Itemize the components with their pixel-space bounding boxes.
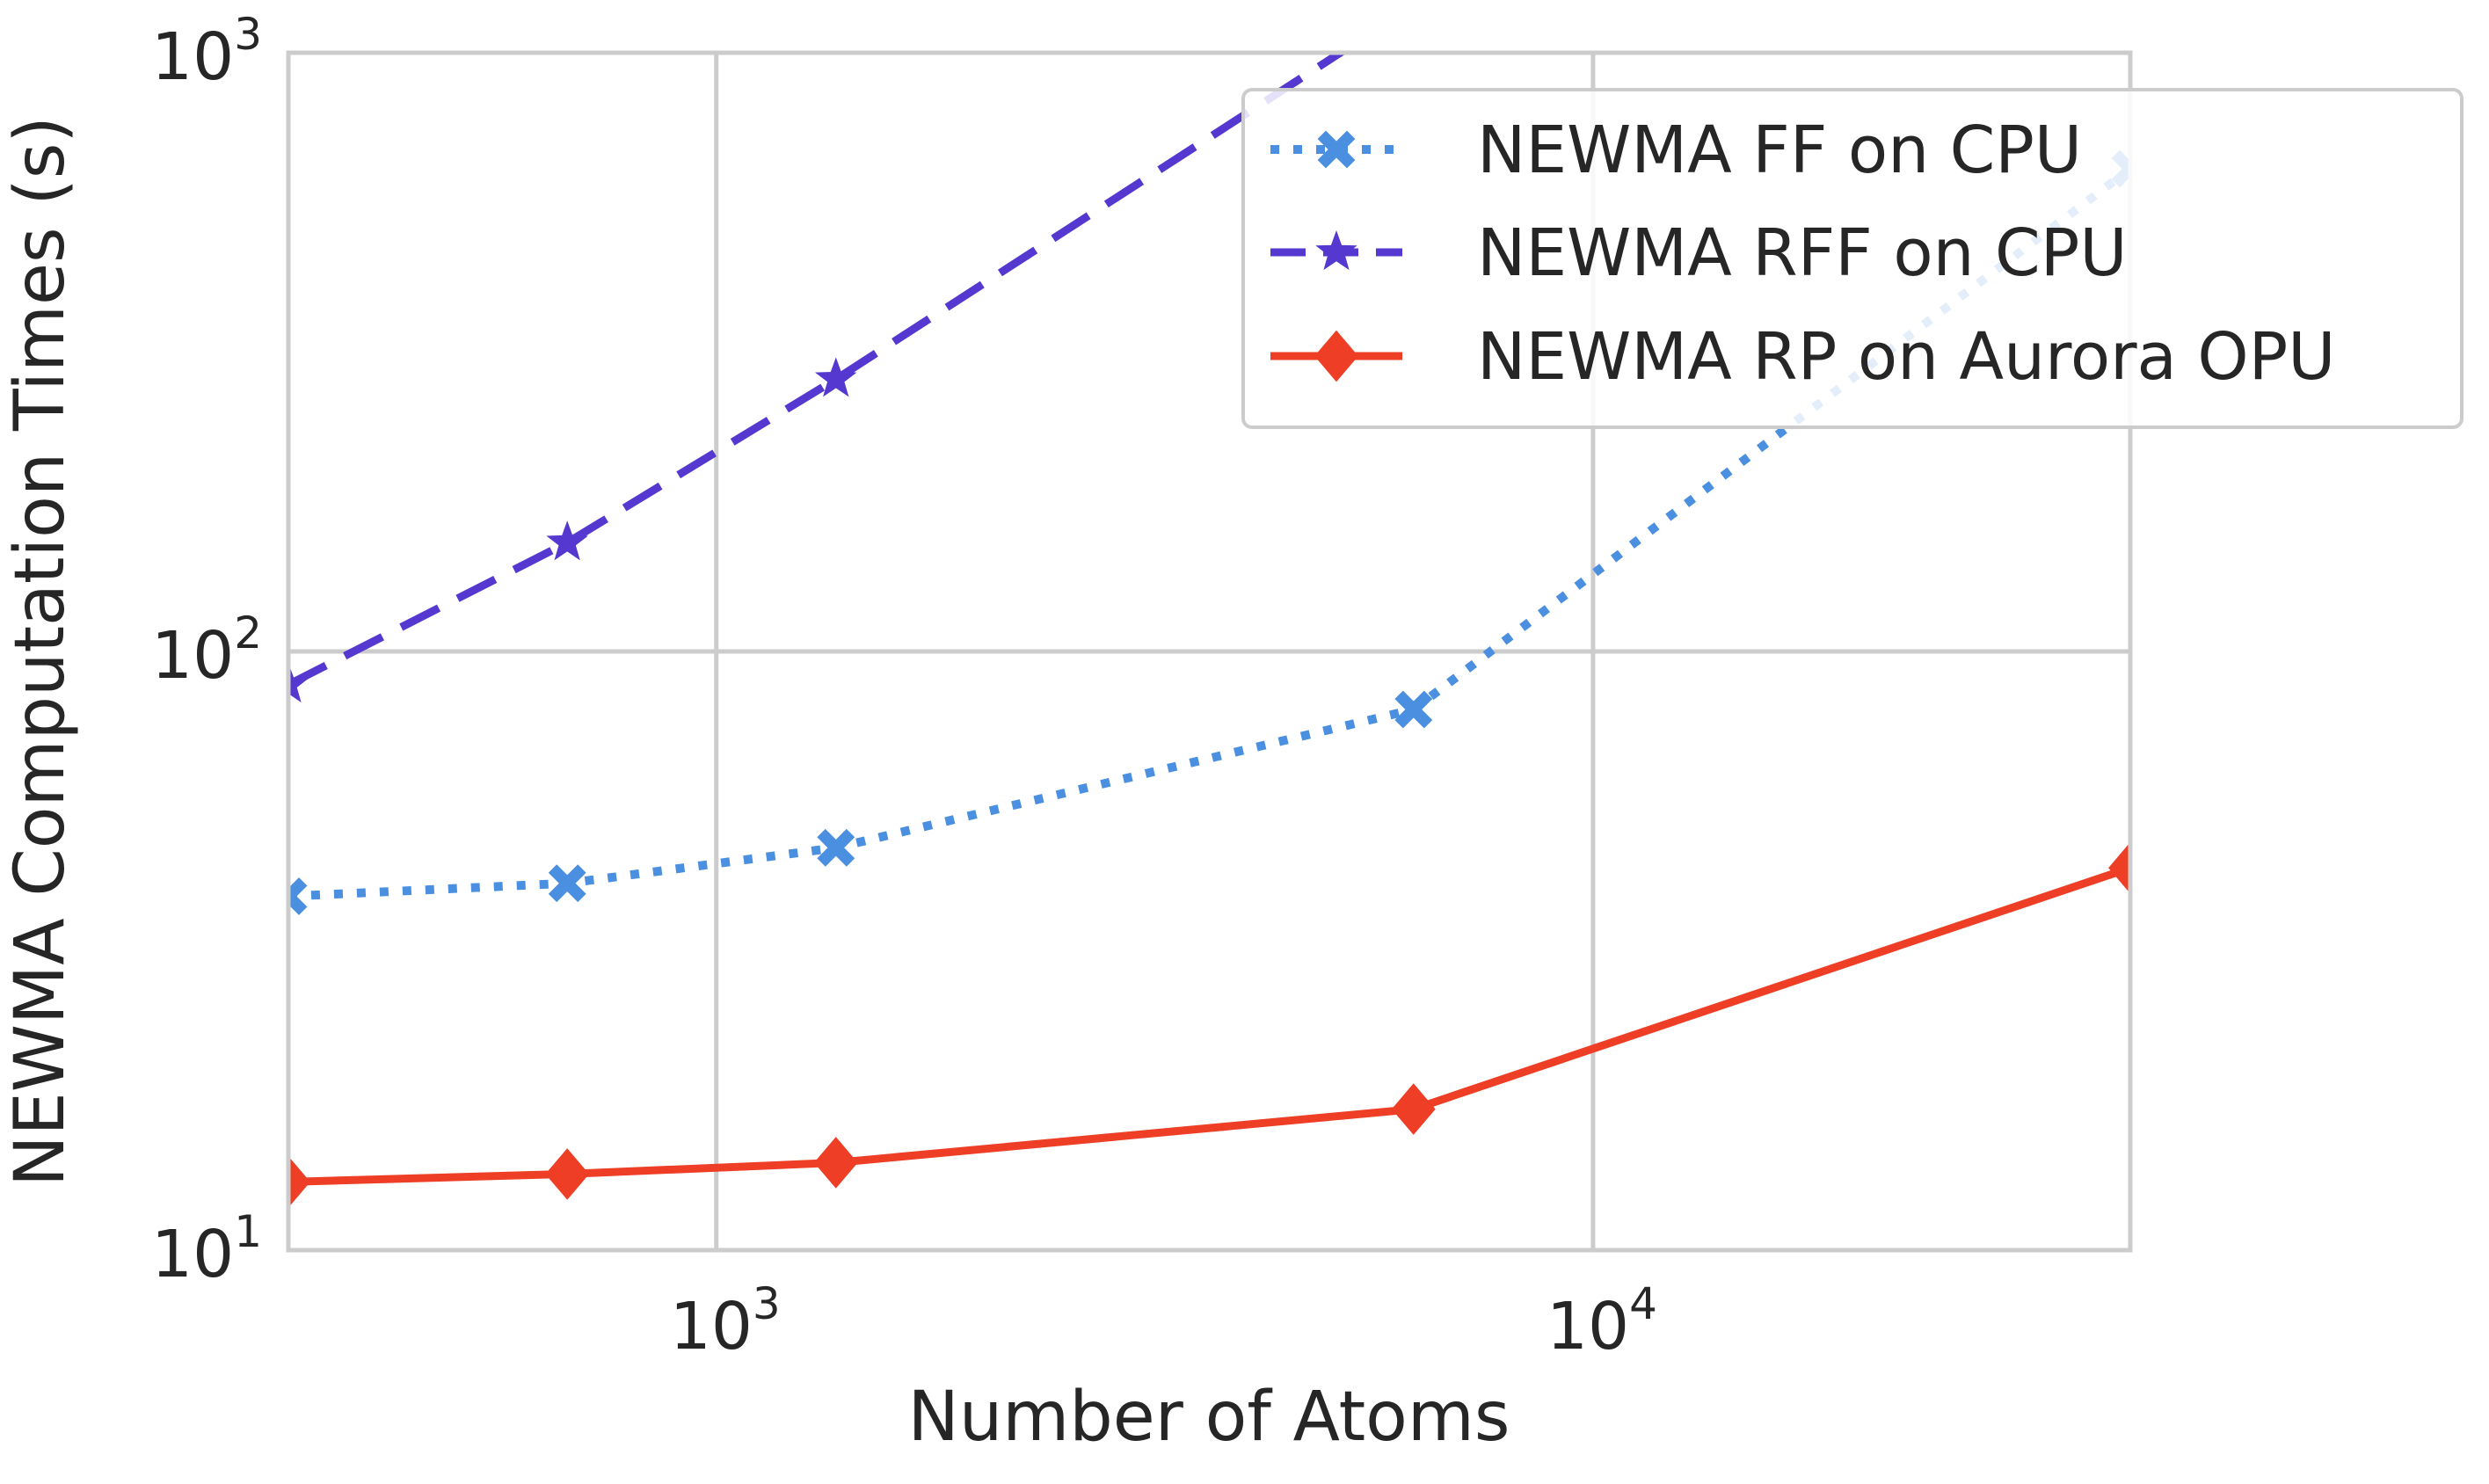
series-2-point-4: [2108, 841, 2130, 894]
series-line-1: [288, 53, 1348, 688]
x-axis-label: Number of Atoms: [907, 1378, 1510, 1457]
series-0-point-3: [1394, 690, 1433, 729]
series-2-point-0: [288, 1156, 310, 1208]
legend-label-1: NEWMA RFF on CPU: [1477, 215, 2128, 291]
legend: NEWMA FF on CPU NEWMA RFF on CPU NEWMA RP …: [1241, 88, 2464, 429]
y-axis-label: NEWMA Computation Times (s): [1, 116, 80, 1187]
series-2-point-3: [1391, 1083, 1436, 1135]
series-0-point-2: [817, 828, 855, 867]
axes-frame: [286, 50, 2133, 1253]
series-0-point-1: [548, 864, 586, 903]
y-tick-label-0: 101: [151, 1206, 262, 1292]
series-2-point-1: [545, 1148, 590, 1200]
legend-marker-1: [1315, 230, 1357, 271]
series-1-point-1: [546, 520, 588, 561]
y-tick-label-1: 102: [151, 607, 262, 694]
legend-label-0: NEWMA FF on CPU: [1477, 113, 2082, 188]
series-group: [288, 0, 2130, 1208]
series-1-point-2: [814, 357, 857, 397]
legend-box: [1241, 88, 2464, 429]
series-2-point-2: [813, 1137, 858, 1189]
series-1-point-3: [1395, 0, 1432, 21]
y-tick-label-2: 103: [151, 9, 262, 95]
legend-marker-2: [1314, 330, 1358, 382]
legend-label-2: NEWMA RP on Aurora OPU: [1477, 319, 2335, 395]
x-tick-label-1: 104: [1547, 1278, 1657, 1364]
legend-marker-0: [1317, 130, 1356, 169]
x-tick-label-0: 103: [670, 1278, 781, 1364]
series-0-point-0: [288, 877, 308, 915]
tick-labels: 103 104 101 102 103: [151, 9, 1657, 1364]
series-1-point-0: [288, 662, 309, 702]
